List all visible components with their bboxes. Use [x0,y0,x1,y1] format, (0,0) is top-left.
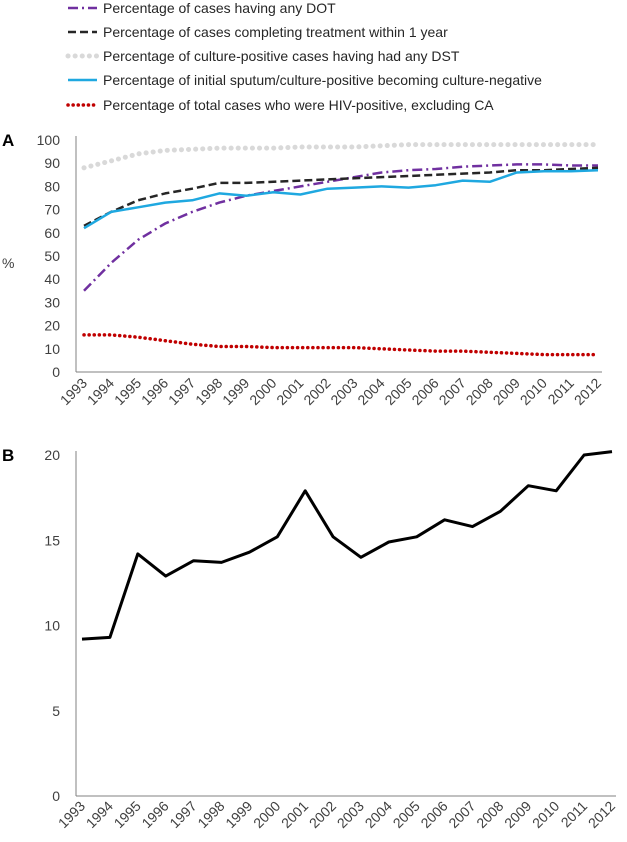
x-tick-label: 2000 [246,375,279,408]
y-tick-label: 20 [44,447,60,463]
x-tick-label: 2002 [306,798,339,831]
x-tick-label: 2010 [517,375,550,408]
x-tick-label: 1994 [84,375,117,408]
x-tick-label: 2003 [327,375,360,408]
x-tick-label: 2011 [558,798,591,831]
series-line-0 [81,450,613,641]
x-tick-label: 1997 [166,798,199,831]
y-tick-label: 40 [44,271,60,287]
y-axis-label-a: % [2,255,14,271]
y-tick-label: 10 [44,341,60,357]
x-tick-label: 2005 [381,375,414,408]
plot-area-a: 0102030405060708090100199319941995199619… [37,132,605,408]
y-tick-label: 60 [44,225,60,241]
series-line-2 [81,142,601,171]
x-tick-label: 1994 [83,798,116,831]
series-line-0 [83,163,598,292]
legend-label-1: Percentage of cases completing treatment… [103,24,448,40]
series-line-4 [82,333,600,357]
x-tick-label: 2011 [544,375,577,408]
legend-label-3: Percentage of initial sputum/culture-pos… [103,72,542,88]
legend-label-2: Percentage of culture-positive cases hav… [103,48,460,64]
x-tick-label: 2005 [390,798,423,831]
x-tick-label: 1993 [57,375,90,408]
x-tick-label: 1995 [111,798,144,831]
x-tick-label: 1999 [222,798,255,831]
x-tick-label: 2010 [529,798,562,831]
x-tick-label: 2006 [408,375,441,408]
legend-a: Percentage of cases having any DOT Percen… [65,0,542,113]
y-tick-label: 30 [44,294,60,310]
x-tick-label: 2004 [354,375,387,408]
x-tick-label: 2002 [300,375,333,408]
y-tick-label: 80 [44,178,60,194]
x-tick-label: 2008 [473,798,506,831]
x-tick-label: 2007 [436,375,469,408]
x-tick-label: 2003 [334,798,367,831]
y-tick-label: 20 [44,318,60,334]
y-tick-label: 50 [44,248,60,264]
x-tick-label: 1997 [165,375,198,408]
panel-label-a: A [2,131,14,150]
y-tick-label: 0 [52,364,60,380]
x-tick-label: 2004 [362,798,395,831]
y-tick-label: 100 [37,132,61,148]
x-tick-label: 1999 [219,375,252,408]
legend-label-0: Percentage of cases having any DOT [103,0,336,16]
y-tick-label: 15 [44,532,60,548]
panel-label-b: B [2,446,14,465]
x-tick-label: 1998 [192,375,225,408]
y-tick-label: 70 [44,202,60,218]
x-tick-label: 2009 [490,375,523,408]
x-tick-label: 1996 [138,375,171,408]
series-line-3 [83,168,599,230]
y-tick-label: 0 [52,788,60,804]
x-tick-label: 2012 [585,798,618,831]
x-tick-label: 2001 [278,798,311,831]
x-tick-label: 2001 [273,375,306,408]
x-tick-label: 2000 [250,798,283,831]
y-tick-label: 5 [52,703,60,719]
x-tick-label: 1998 [194,798,227,831]
x-tick-label: 2007 [445,798,478,831]
legend-label-4: Percentage of total cases who were HIV-p… [103,97,494,113]
x-tick-label: 2012 [571,375,604,408]
x-tick-label: 2009 [501,798,534,831]
y-tick-label: 10 [44,618,60,634]
plot-area-b: 0510152019931994199519961997199819992000… [44,447,618,831]
y-tick-label: 90 [44,155,60,171]
series-line-1 [83,166,599,227]
x-tick-label: 1995 [111,375,144,408]
x-tick-label: 1996 [138,798,171,831]
x-tick-label: 2006 [417,798,450,831]
x-tick-label: 2008 [463,375,496,408]
